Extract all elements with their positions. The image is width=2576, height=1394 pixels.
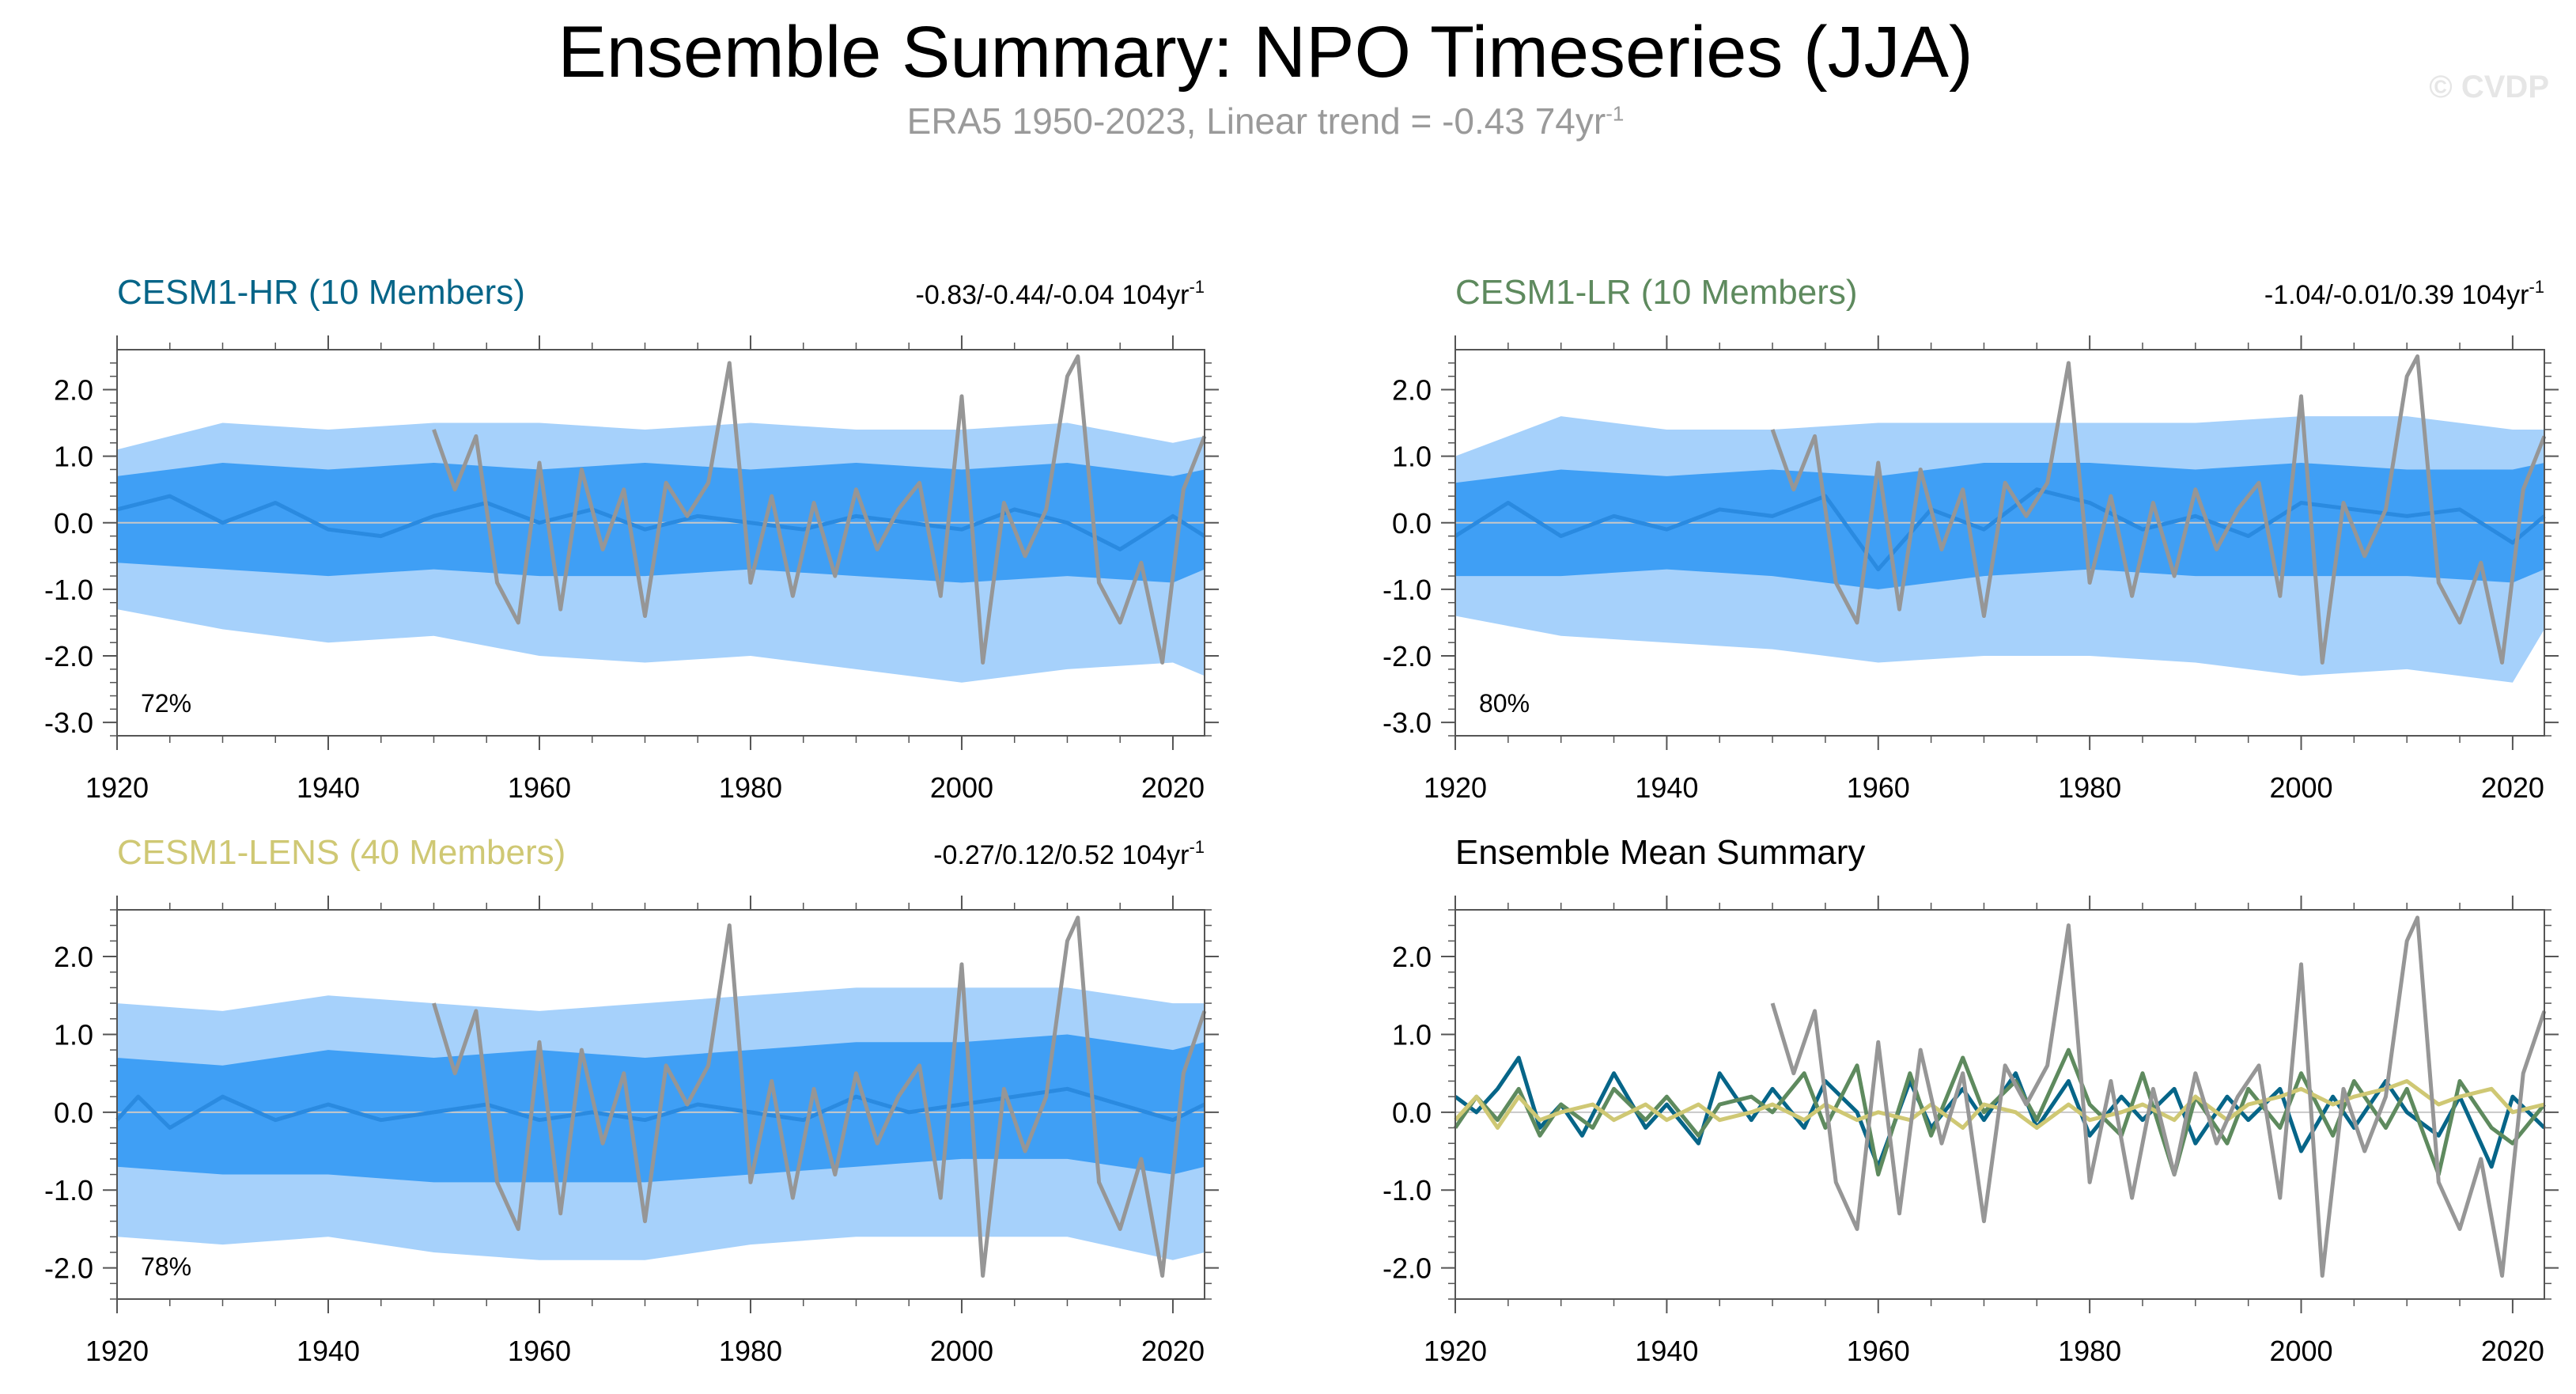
x-tick-label: 1980 xyxy=(2058,1335,2121,1367)
y-tick-label: -3.0 xyxy=(44,706,93,739)
x-tick-label: 1960 xyxy=(508,771,571,804)
trend-superscript: -1 xyxy=(1189,277,1205,297)
y-tick-label: 2.0 xyxy=(54,373,93,406)
ensemble-mean-line xyxy=(115,1086,1206,1131)
panel-title: CESM1-LENS (40 Members) xyxy=(117,833,566,872)
subtitle-superscript: -1 xyxy=(1606,101,1625,126)
x-tick-label: 1920 xyxy=(1424,1335,1487,1367)
percent-label: 80% xyxy=(1479,689,1530,718)
y-tick-label: -1.0 xyxy=(44,574,93,606)
panel-cesm1_hr: CESM1-HR (10 Members) -0.83/-0.44/-0.04 1… xyxy=(44,273,1219,804)
y-tick-label: -2.0 xyxy=(44,1252,93,1285)
trend-superscript: -1 xyxy=(1189,837,1205,857)
x-tick-label: 1960 xyxy=(1847,771,1910,804)
panel-title: Ensemble Mean Summary xyxy=(1455,833,1865,872)
y-tick-label: 0.0 xyxy=(54,507,93,540)
x-tick-label: 1940 xyxy=(1635,771,1698,804)
trend-value: -0.83/-0.44/-0.04 104yr xyxy=(916,280,1190,310)
x-tick-label: 1960 xyxy=(1847,1335,1910,1367)
era5-obs-line xyxy=(1770,354,2547,665)
plot-frame xyxy=(116,349,1205,737)
percent-label: 72% xyxy=(141,689,191,718)
ensemble-mean-line xyxy=(116,494,1206,551)
x-tick-label: 1980 xyxy=(719,1335,782,1367)
x-tick-label: 2020 xyxy=(2481,771,2544,804)
x-tick-label: 2000 xyxy=(2269,771,2332,804)
x-tick-label: 2020 xyxy=(1141,1335,1205,1367)
y-tick-label: 0.0 xyxy=(1392,507,1432,540)
y-tick-label: -1.0 xyxy=(1383,1174,1432,1206)
y-tick-label: 0.0 xyxy=(54,1097,93,1129)
x-tick-label: 1920 xyxy=(1424,771,1487,804)
x-tick-label: 1960 xyxy=(508,1335,571,1367)
era5-obs-line xyxy=(432,354,1207,665)
plot-frame xyxy=(1454,349,2545,737)
y-tick-label: -3.0 xyxy=(1383,706,1432,739)
panel-trend-label: -1.04/-0.01/0.39 104yr-1 xyxy=(2264,277,2544,310)
cesm1_hr-mean-line xyxy=(1454,1055,2546,1169)
cesm1_lr-mean-line xyxy=(1453,1047,2546,1177)
x-tick-label: 1940 xyxy=(297,1335,360,1367)
panel-trend-label: -0.83/-0.44/-0.04 104yr-1 xyxy=(916,277,1205,310)
x-tick-label: 1940 xyxy=(1635,1335,1698,1367)
subtitle-text: ERA5 1950-2023, Linear trend = -0.43 74y… xyxy=(906,100,1606,142)
x-tick-label: 2020 xyxy=(1141,771,1205,804)
plot-frame xyxy=(116,909,1205,1300)
y-tick-label: 2.0 xyxy=(1392,373,1432,406)
panel-trend-label: -0.27/0.12/0.52 104yr-1 xyxy=(933,837,1205,870)
panel-cesm1_lr: CESM1-LR (10 Members) -1.04/-0.01/0.39 10… xyxy=(1383,273,2559,804)
panel-title: CESM1-LR (10 Members) xyxy=(1455,273,1858,312)
x-tick-label: 2000 xyxy=(2269,1335,2332,1367)
y-tick-label: 1.0 xyxy=(1392,1018,1432,1051)
panel-cesm1_lens: CESM1-LENS (40 Members) -0.27/0.12/0.52 1… xyxy=(44,833,1219,1367)
cvdp-watermark: © CVDP xyxy=(2429,70,2549,104)
chart-subtitle: ERA5 1950-2023, Linear trend = -0.43 74y… xyxy=(0,100,2531,142)
x-tick-label: 1920 xyxy=(85,771,149,804)
y-tick-label: -2.0 xyxy=(1383,640,1432,672)
x-tick-label: 1980 xyxy=(2058,771,2121,804)
y-tick-label: -2.0 xyxy=(1383,1252,1432,1285)
cesm1_lens-mean-line xyxy=(1454,1078,2545,1131)
y-tick-label: 1.0 xyxy=(1392,441,1432,473)
y-tick-label: 0.0 xyxy=(1392,1097,1432,1129)
trend-value: -1.04/-0.01/0.39 104yr xyxy=(2264,280,2529,310)
x-tick-label: 2000 xyxy=(930,771,993,804)
plot-frame xyxy=(1454,909,2545,1300)
trend-value: -0.27/0.12/0.52 104yr xyxy=(933,840,1189,870)
y-tick-label: 1.0 xyxy=(54,1018,93,1051)
ensemble-mean-line xyxy=(1454,487,2546,572)
y-tick-label: -1.0 xyxy=(1383,574,1432,606)
trend-superscript: -1 xyxy=(2529,277,2544,297)
obs-mean-line xyxy=(1770,915,2547,1278)
x-tick-label: 1940 xyxy=(297,771,360,804)
y-tick-label: -2.0 xyxy=(44,640,93,672)
x-tick-label: 1920 xyxy=(85,1335,149,1367)
y-tick-label: 1.0 xyxy=(54,441,93,473)
x-tick-label: 2020 xyxy=(2481,1335,2544,1367)
y-tick-label: 2.0 xyxy=(1392,941,1432,973)
y-tick-label: -1.0 xyxy=(44,1174,93,1206)
era5-obs-line xyxy=(432,915,1207,1278)
x-tick-label: 2000 xyxy=(930,1335,993,1367)
y-tick-label: 2.0 xyxy=(54,941,93,973)
x-tick-label: 1980 xyxy=(719,771,782,804)
panel-ensemble_mean_summary: Ensemble Mean Summary 2.0 1.0 0.0 -1.0 -2.0 19… xyxy=(1383,833,2559,1367)
chart-title: Ensemble Summary: NPO Timeseries (JJA) xyxy=(558,12,1973,93)
panel-title: CESM1-HR (10 Members) xyxy=(117,273,525,312)
percent-label: 78% xyxy=(141,1252,191,1281)
